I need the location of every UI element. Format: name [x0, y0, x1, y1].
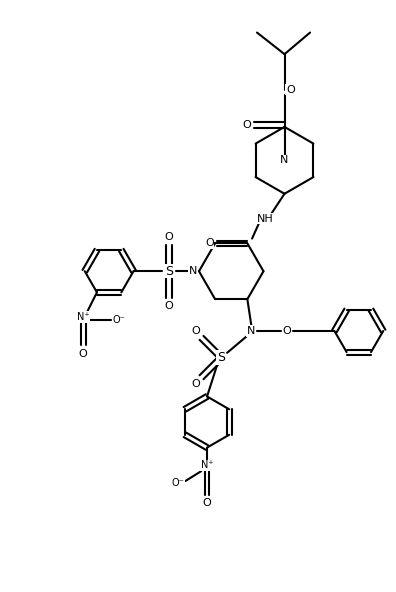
Text: S: S	[217, 351, 225, 364]
Text: S: S	[165, 265, 173, 278]
Text: N⁺: N⁺	[201, 461, 213, 470]
Text: O⁻: O⁻	[112, 315, 125, 325]
Text: NH: NH	[257, 214, 273, 224]
Text: O: O	[191, 379, 200, 390]
Text: N: N	[189, 266, 197, 276]
Text: O: O	[164, 301, 173, 311]
Text: N: N	[247, 326, 255, 336]
Text: O: O	[203, 498, 211, 508]
Text: O: O	[282, 326, 291, 336]
Text: N⁺: N⁺	[77, 312, 89, 322]
Text: N: N	[280, 155, 289, 165]
Text: O: O	[164, 232, 173, 242]
Text: O⁻: O⁻	[172, 478, 185, 488]
Text: O: O	[286, 85, 295, 95]
Text: O: O	[205, 239, 214, 248]
Text: O: O	[191, 326, 200, 336]
Text: O: O	[242, 120, 251, 130]
Text: O: O	[79, 349, 88, 359]
